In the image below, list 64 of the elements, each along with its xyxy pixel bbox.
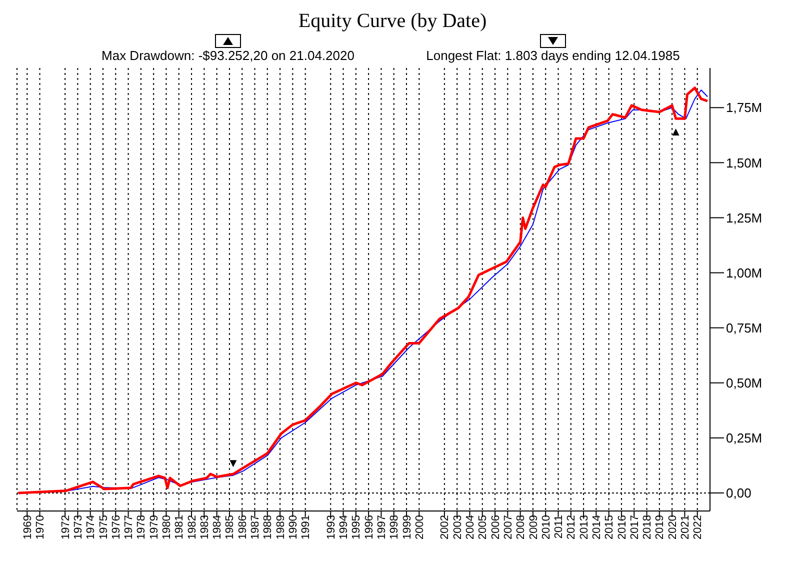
x-tick-label: 1975 xyxy=(98,515,110,540)
y-tick-label: 0,50M xyxy=(726,375,762,390)
x-tick-label: 1989 xyxy=(274,515,287,540)
x-tick-label: 1993 xyxy=(325,515,338,540)
x-tick-label: 1969 xyxy=(22,515,34,540)
x-tick-label: 1982 xyxy=(186,515,198,540)
x-tick-label: 1998 xyxy=(388,515,401,540)
x-tick-label: 1973 xyxy=(72,515,85,540)
chart-title: Equity Curve (by Date) xyxy=(297,9,488,34)
y-tick-label: 1,25M xyxy=(726,210,762,226)
x-tick-label: 2012 xyxy=(566,515,578,540)
x-tick-label: 2022 xyxy=(692,515,704,540)
x-tick-label: 2002 xyxy=(439,515,452,540)
x-tick-label: 1995 xyxy=(350,515,363,540)
x-tick-label: 2005 xyxy=(477,515,490,540)
x-tick-label: 1979 xyxy=(148,515,160,540)
x-tick-label: 2013 xyxy=(578,515,590,540)
text: Longest Flat: 1.803 days ending 12.04.1985 xyxy=(425,48,681,63)
x-tick-label: 1976 xyxy=(110,515,122,540)
x-tick-label: 1983 xyxy=(198,515,211,540)
x-tick-label: 1978 xyxy=(136,515,148,540)
y-tick-label: 0,75M xyxy=(726,320,762,336)
x-tick-label: 2010 xyxy=(540,515,552,540)
x-tick-label: 2021 xyxy=(680,515,692,540)
x-tick-label: 1991 xyxy=(300,515,312,540)
y-tick-label: 1,00M xyxy=(726,265,762,280)
x-tick-label: 2008 xyxy=(515,515,528,540)
y-tick-label: 1,75M xyxy=(726,100,762,116)
x-tick-label: 1986 xyxy=(236,515,249,540)
x-tick-label: 2011 xyxy=(553,515,566,539)
x-tick-label: 2019 xyxy=(654,515,666,540)
x-tick-label: 1984 xyxy=(212,515,224,540)
x-tick-label: 1996 xyxy=(363,515,376,540)
x-tick-label: 2020 xyxy=(666,515,679,540)
x-tick-label: 1981 xyxy=(174,515,186,540)
x-tick-label: 2004 xyxy=(464,515,477,540)
text: Max Drawdown: -$93.252,20 on 21.04.2020 xyxy=(100,48,356,63)
y-tick-label: 0,00 xyxy=(726,486,752,501)
x-tick-label: 1994 xyxy=(338,515,350,540)
x-tick-label: 1990 xyxy=(287,515,300,540)
x-tick-label: 2015 xyxy=(604,515,616,540)
x-tick-label: 2007 xyxy=(502,515,514,540)
x-tick-label: 1974 xyxy=(85,515,98,540)
x-tick-label: 2003 xyxy=(452,515,464,540)
x-tick-label: 2018 xyxy=(642,515,654,540)
y-tick-label: 1,50M xyxy=(726,155,762,170)
x-tick-label: 1972 xyxy=(60,515,72,540)
y-tick-label: 0,25M xyxy=(726,430,762,446)
annotation: ▼ xyxy=(227,456,240,470)
x-tick-label: 1977 xyxy=(123,515,136,540)
x-tick-label: 1987 xyxy=(250,515,262,540)
x-tick-label: 2006 xyxy=(490,515,502,540)
x-tick-label: 2014 xyxy=(590,515,603,540)
x-tick-label: 2009 xyxy=(528,515,540,540)
x-tick-label: 1985 xyxy=(224,515,236,540)
annotation: ▲ xyxy=(670,124,682,139)
x-tick-label: 1999 xyxy=(401,515,414,540)
x-tick-label: 1980 xyxy=(161,515,174,540)
x-tick-label: 2000 xyxy=(414,515,426,540)
x-tick-label: 1988 xyxy=(262,515,274,540)
x-tick-label: 2017 xyxy=(628,515,641,540)
x-tick-label: 2016 xyxy=(616,515,628,540)
x-tick-label: 1997 xyxy=(376,515,388,540)
x-tick-label: 1970 xyxy=(34,515,47,540)
